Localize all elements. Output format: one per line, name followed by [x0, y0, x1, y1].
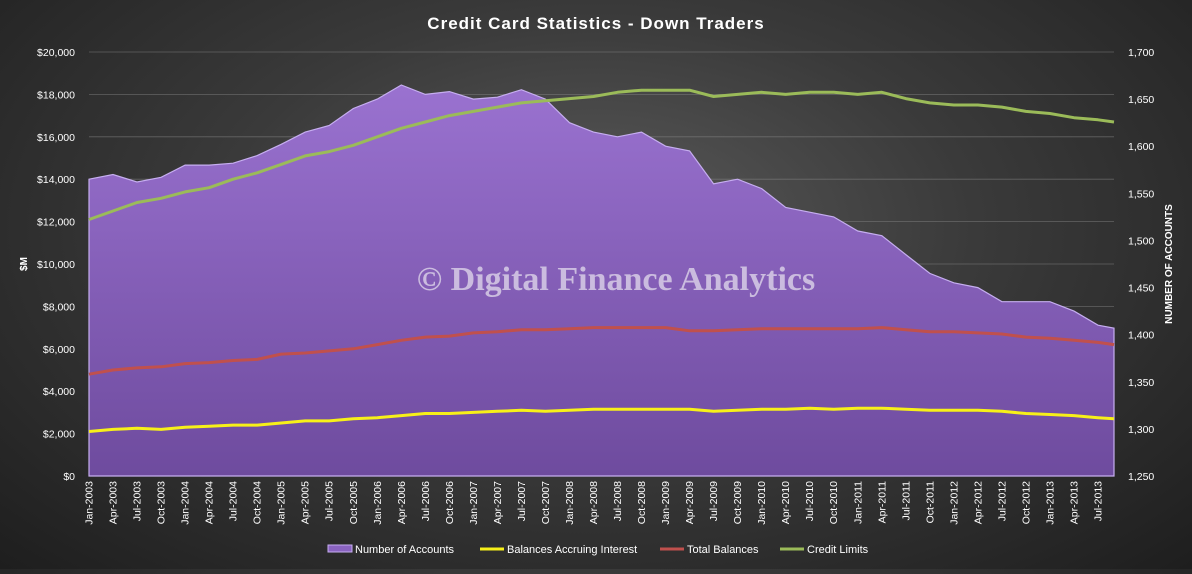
- series-line-total-balances: [88, 326, 1115, 376]
- x-tick-label: Jul-2010: [804, 481, 816, 521]
- y-right-tick-label: 1,650: [1128, 94, 1154, 106]
- watermark-text: © Digital Finance Analytics: [417, 261, 815, 298]
- x-tick-label: Apr-2011: [876, 481, 888, 524]
- x-tick-label: Jul-2012: [996, 481, 1008, 521]
- x-tick-label: Oct-2012: [1020, 481, 1032, 524]
- x-tick-label: Jan-2004: [180, 481, 192, 525]
- x-tick-label: Oct-2003: [156, 481, 168, 524]
- x-tick-label: Jan-2009: [660, 481, 672, 525]
- y-left-tick-label: $8,000: [43, 301, 75, 313]
- x-tick-label: Oct-2006: [444, 481, 456, 524]
- y-left-tick-label: $0: [63, 471, 75, 483]
- x-tick-label: Apr-2008: [588, 481, 600, 524]
- x-tick-label: Jul-2008: [612, 481, 624, 521]
- y-left-tick-label: $20,000: [37, 47, 75, 59]
- series-line-credit-limits: [88, 88, 1115, 221]
- x-axis: Jan-2003 Apr-2003 Jul-2003 Oct-2003 Jan-2004…: [84, 481, 1105, 525]
- x-tick-label: Jan-2007: [468, 481, 480, 525]
- y-right-tick-label: 1,550: [1128, 188, 1154, 200]
- x-tick-label: Jul-2007: [516, 481, 528, 521]
- x-tick-label: Jul-2006: [420, 481, 432, 521]
- y-axis-right-title: NUMBER OF ACCOUNTS: [1164, 204, 1175, 324]
- x-tick-label: Jan-2006: [372, 481, 384, 525]
- x-tick-label: Apr-2003: [108, 481, 120, 524]
- x-tick-label: Jul-2003: [132, 481, 144, 521]
- series-layer: [88, 84, 1115, 477]
- legend-label: Total Balances: [687, 544, 759, 556]
- x-tick-label: Apr-2004: [204, 481, 216, 524]
- legend: Number of Accounts Balances Accruing Inte…: [327, 544, 869, 556]
- y-left-tick-label: $18,000: [37, 89, 75, 101]
- y-left-tick-label: $4,000: [43, 386, 75, 398]
- y-right-tick-label: 1,500: [1128, 235, 1154, 247]
- x-tick-label: Jan-2011: [852, 481, 864, 524]
- y-right-tick-label: 1,600: [1128, 141, 1154, 153]
- x-tick-label: Apr-2005: [300, 481, 312, 524]
- y-left-tick-label: $2,000: [43, 429, 75, 441]
- x-tick-label: Oct-2005: [348, 481, 360, 524]
- legend-label: Balances Accruing Interest: [507, 544, 637, 556]
- y-right-tick-label: 1,700: [1128, 47, 1154, 59]
- x-tick-label: Jan-2010: [756, 481, 768, 525]
- x-tick-label: Oct-2007: [540, 481, 552, 524]
- x-tick-label: Oct-2008: [636, 481, 648, 524]
- x-tick-label: Jan-2013: [1044, 481, 1056, 525]
- x-tick-label: Apr-2012: [972, 481, 984, 524]
- y-left-tick-label: $12,000: [37, 217, 75, 229]
- x-tick-label: Jul-2004: [228, 481, 240, 521]
- x-tick-label: Oct-2011: [924, 481, 936, 524]
- y-left-tick-label: $14,000: [37, 174, 75, 186]
- x-tick-label: Jul-2005: [324, 481, 336, 521]
- x-tick-label: Jan-2003: [84, 481, 96, 525]
- x-tick-label: Oct-2009: [732, 481, 744, 524]
- x-tick-label: Jul-2011: [900, 481, 912, 521]
- x-tick-label: Apr-2006: [396, 481, 408, 524]
- legend-label: Number of Accounts: [355, 544, 455, 556]
- x-tick-label: Apr-2007: [492, 481, 504, 524]
- series-line-balances-accruing-interest: [88, 406, 1115, 433]
- x-tick-label: Oct-2010: [828, 481, 840, 524]
- x-tick-label: Apr-2009: [684, 481, 696, 524]
- series-area-number-of-accounts: [88, 84, 1115, 477]
- x-tick-label: Jan-2008: [564, 481, 576, 525]
- x-tick-label: Apr-2013: [1068, 481, 1080, 524]
- legend-label: Credit Limits: [807, 544, 869, 556]
- x-tick-label: Jul-2009: [708, 481, 720, 521]
- legend-swatch: [327, 544, 353, 553]
- y-left-tick-label: $16,000: [37, 132, 75, 144]
- y-left-tick-label: $10,000: [37, 259, 75, 271]
- x-tick-label: Oct-2004: [252, 481, 264, 524]
- y-left-tick-label: $6,000: [43, 344, 75, 356]
- y-right-tick-label: 1,350: [1128, 377, 1154, 389]
- y-axis-left-title: $M: [19, 257, 30, 271]
- chart-title: Credit Card Statistics - Down Traders: [427, 14, 764, 33]
- y-right-tick-label: 1,250: [1128, 471, 1154, 483]
- y-right-tick-label: 1,300: [1128, 424, 1154, 436]
- x-tick-label: Jan-2012: [948, 481, 960, 525]
- y-axis-left: $0 $2,000 $4,000 $6,000 $8,000 $10,000 $12,000…: [37, 47, 75, 483]
- x-tick-label: Jan-2005: [276, 481, 288, 525]
- y-axis-right: 1,250 1,300 1,350 1,400 1,450 1,500 1,550 1,600…: [1128, 47, 1154, 483]
- y-right-tick-label: 1,400: [1128, 330, 1154, 342]
- y-right-tick-label: 1,450: [1128, 283, 1154, 295]
- x-tick-label: Jul-2013: [1092, 481, 1104, 521]
- x-tick-label: Apr-2010: [780, 481, 792, 524]
